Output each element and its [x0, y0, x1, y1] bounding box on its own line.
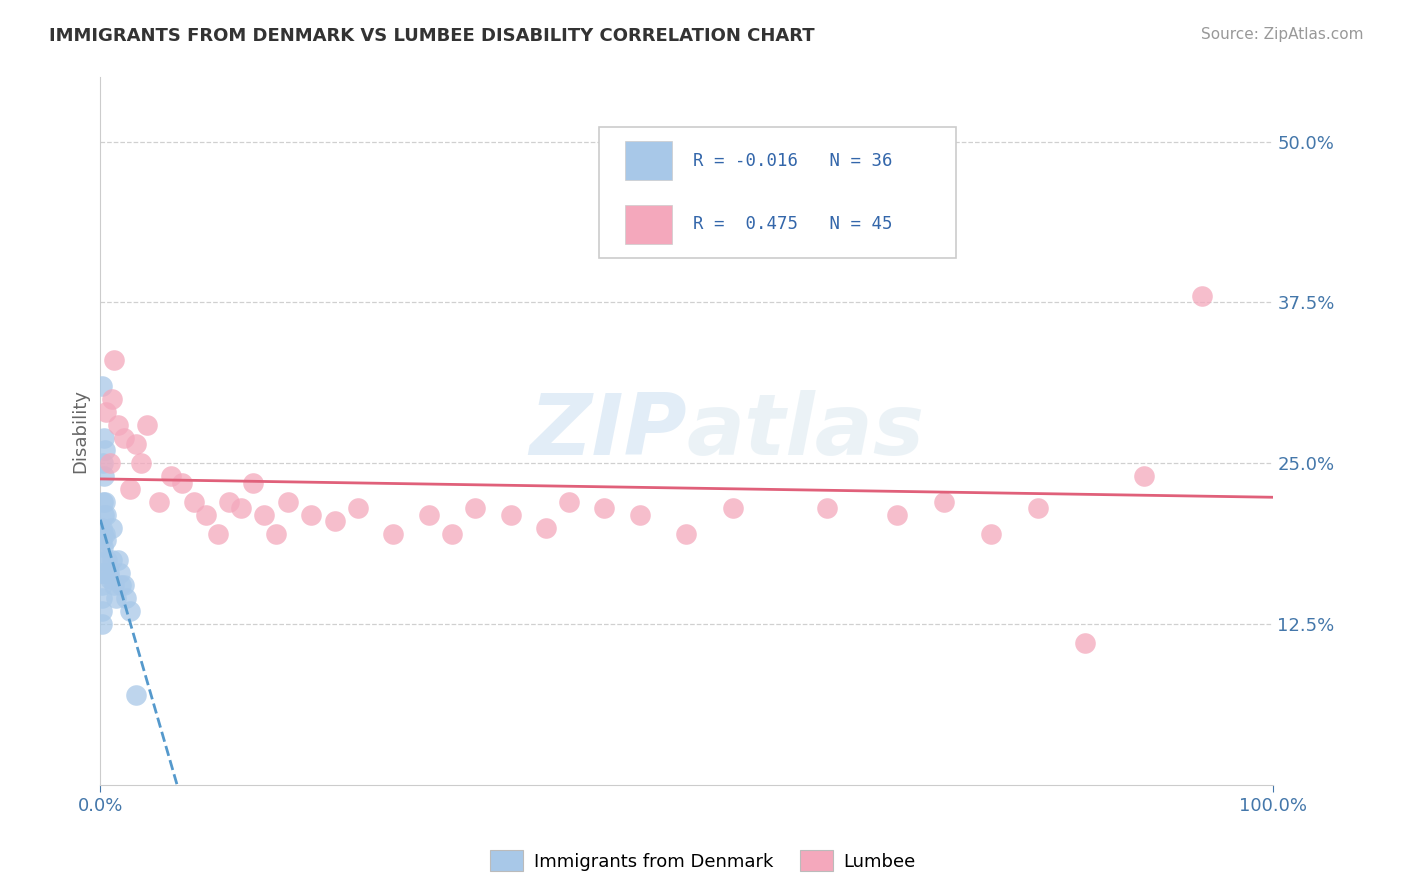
- Point: [93, 469, 115, 483]
- Bar: [626, 141, 672, 180]
- Point: [253, 508, 276, 522]
- Point: [98, 456, 121, 470]
- Point: [534, 520, 557, 534]
- Point: [769, 186, 792, 201]
- Point: [1191, 289, 1213, 303]
- Point: [118, 482, 141, 496]
- Point: [93, 508, 115, 522]
- Point: [815, 501, 838, 516]
- Point: [136, 417, 159, 432]
- Point: [94, 495, 117, 509]
- Point: [934, 495, 956, 509]
- Point: [107, 417, 129, 432]
- Y-axis label: Disability: Disability: [72, 389, 89, 473]
- Point: [91, 540, 114, 554]
- Point: [499, 508, 522, 522]
- Point: [91, 552, 114, 566]
- Point: [96, 508, 118, 522]
- Point: [110, 578, 132, 592]
- Point: [464, 501, 486, 516]
- Point: [418, 508, 440, 522]
- Point: [1132, 469, 1154, 483]
- Point: [299, 508, 322, 522]
- Point: [207, 527, 229, 541]
- Point: [323, 514, 346, 528]
- Point: [110, 566, 132, 580]
- Point: [886, 508, 908, 522]
- Point: [115, 591, 138, 606]
- Point: [90, 604, 112, 618]
- Point: [124, 437, 146, 451]
- Point: [101, 392, 124, 406]
- Point: [242, 475, 264, 490]
- Text: atlas: atlas: [686, 390, 925, 473]
- Point: [112, 578, 135, 592]
- Point: [112, 431, 135, 445]
- Point: [91, 456, 114, 470]
- Point: [90, 379, 112, 393]
- Point: [347, 501, 370, 516]
- Point: [277, 495, 299, 509]
- Point: [101, 552, 124, 566]
- Point: [628, 508, 651, 522]
- Point: [93, 431, 115, 445]
- Point: [124, 688, 146, 702]
- Text: R =  0.475   N = 45: R = 0.475 N = 45: [693, 215, 893, 233]
- Point: [96, 533, 118, 548]
- Point: [264, 527, 287, 541]
- Point: [558, 495, 581, 509]
- Point: [183, 495, 205, 509]
- Point: [131, 456, 153, 470]
- Text: ZIP: ZIP: [529, 390, 686, 473]
- Point: [90, 578, 112, 592]
- Point: [440, 527, 463, 541]
- Point: [90, 520, 112, 534]
- Point: [172, 475, 194, 490]
- Point: [96, 405, 118, 419]
- Point: [107, 552, 129, 566]
- Point: [90, 617, 112, 632]
- Point: [101, 520, 124, 534]
- Legend: Immigrants from Denmark, Lumbee: Immigrants from Denmark, Lumbee: [484, 843, 922, 879]
- Point: [218, 495, 240, 509]
- Point: [382, 527, 405, 541]
- Point: [159, 469, 181, 483]
- Point: [96, 552, 118, 566]
- Point: [593, 501, 616, 516]
- Point: [723, 501, 745, 516]
- Point: [1026, 501, 1049, 516]
- Point: [103, 578, 125, 592]
- Point: [93, 566, 115, 580]
- Point: [675, 527, 697, 541]
- Point: [94, 443, 117, 458]
- Point: [104, 591, 127, 606]
- Point: [1074, 636, 1097, 650]
- Point: [148, 495, 170, 509]
- Bar: [626, 205, 672, 244]
- Point: [229, 501, 252, 516]
- Point: [90, 533, 112, 548]
- Point: [90, 566, 112, 580]
- Point: [91, 527, 114, 541]
- Point: [90, 591, 112, 606]
- Point: [98, 572, 121, 586]
- Text: IMMIGRANTS FROM DENMARK VS LUMBEE DISABILITY CORRELATION CHART: IMMIGRANTS FROM DENMARK VS LUMBEE DISABI…: [49, 27, 815, 45]
- FancyBboxPatch shape: [599, 127, 956, 258]
- Point: [91, 495, 114, 509]
- Point: [103, 353, 125, 368]
- Point: [94, 527, 117, 541]
- Point: [97, 566, 120, 580]
- Text: R = -0.016   N = 36: R = -0.016 N = 36: [693, 152, 893, 169]
- Point: [980, 527, 1002, 541]
- Point: [194, 508, 217, 522]
- Text: Source: ZipAtlas.com: Source: ZipAtlas.com: [1201, 27, 1364, 42]
- Point: [118, 604, 141, 618]
